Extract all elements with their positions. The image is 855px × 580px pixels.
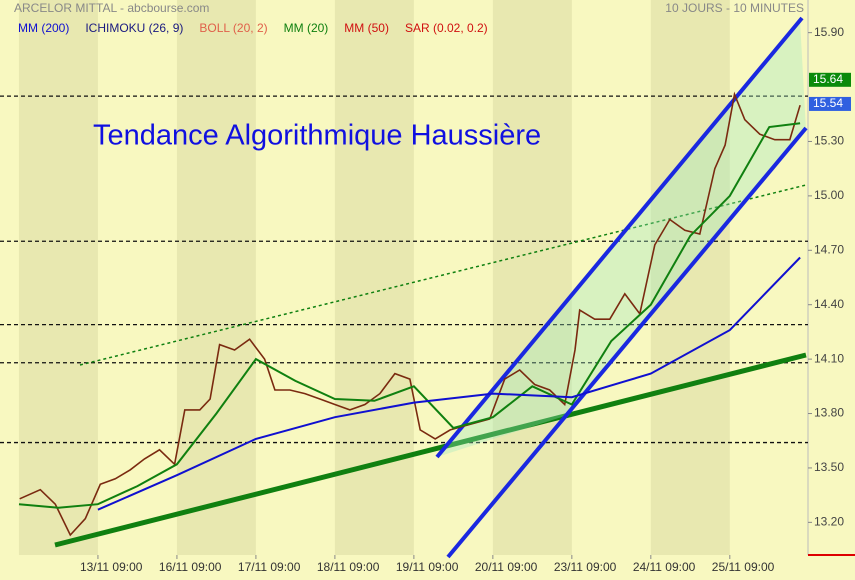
x-tick-label: 25/11 09:00 [712, 560, 775, 574]
legend-entry: ICHIMOKU (26, 9) [85, 21, 183, 35]
y-tick-label: 13.80 [814, 406, 844, 420]
value-marker-label: 15.54 [813, 96, 843, 110]
y-tick-label: 14.40 [814, 297, 844, 311]
x-tick-label: 18/11 09:00 [317, 560, 380, 574]
channel-line [446, 126, 808, 559]
day-band [650, 0, 730, 555]
trend-line [54, 352, 807, 548]
header: ARCELOR MITTAL - abcbourse.com [14, 1, 209, 15]
legend-entry: SAR (0.02, 0.2) [405, 21, 488, 35]
series-line [19, 91, 801, 537]
day-band [492, 0, 572, 555]
y-tick-label: 14.70 [814, 242, 844, 256]
day-band [176, 0, 256, 555]
period: 10 JOURS - 10 MINUTES [665, 1, 804, 15]
series-line [18, 122, 801, 509]
y-tick-label: 15.90 [814, 25, 844, 39]
y-tick-label: 15.00 [814, 188, 844, 202]
value-marker [809, 96, 851, 111]
legend-entry: BOLL (20, 2) [199, 21, 267, 35]
channel-line [435, 16, 804, 459]
x-tick-label: 20/11 09:00 [475, 560, 538, 574]
day-band [18, 0, 98, 555]
x-tick-label: 19/11 09:00 [396, 560, 459, 574]
y-tick-label: 14.10 [814, 351, 844, 365]
legend-entry: MM (200) [18, 21, 69, 35]
y-tick-label: 13.50 [814, 460, 844, 474]
legend-entry: MM (20) [284, 21, 329, 35]
x-tick-label: 24/11 09:00 [633, 560, 696, 574]
chart-title: Tendance Algorithmique Haussière [93, 120, 541, 152]
y-tick-label: 13.20 [814, 515, 844, 529]
value-marker-label: 15.64 [813, 72, 843, 86]
x-tick-label: 13/11 09:00 [80, 560, 143, 574]
value-marker [809, 72, 851, 87]
x-tick-label: 16/11 09:00 [159, 560, 222, 574]
trend-line [79, 184, 807, 366]
x-tick-label: 17/11 09:00 [238, 560, 301, 574]
x-tick-label: 23/11 09:00 [554, 560, 617, 574]
y-tick-label: 15.30 [814, 134, 844, 148]
legend-entry: MM (50) [344, 21, 389, 35]
series-line [97, 256, 801, 511]
